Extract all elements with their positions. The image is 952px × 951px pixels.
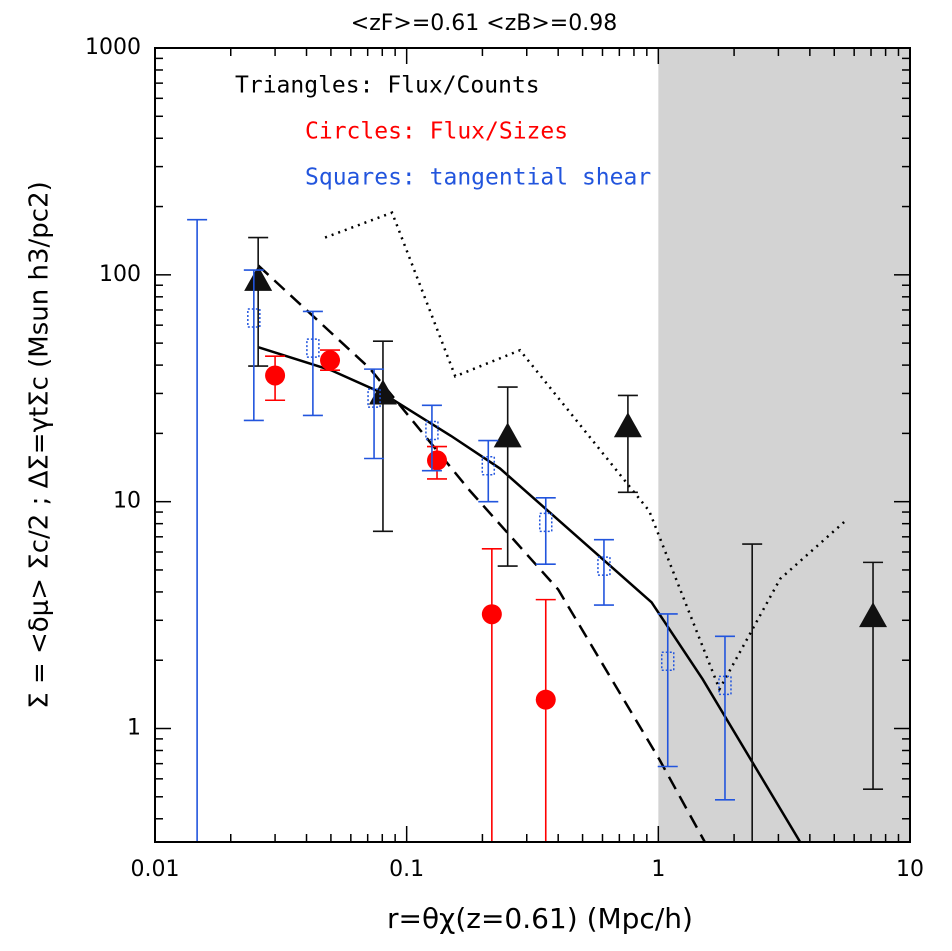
circle-marker [481,604,502,625]
error-bar [617,394,638,494]
error-bar [364,368,385,460]
square-marker [367,388,381,408]
circle-marker [427,450,448,471]
error-bar [302,310,323,417]
error-bar [481,547,502,842]
x-tick-label: 10 [896,857,924,882]
error-bar [497,386,518,567]
error-bar [535,598,556,842]
square-marker [306,338,320,358]
x-tick-label: 0.01 [131,857,180,882]
circle-marker [265,365,286,386]
error-bar [742,543,763,842]
curve-solid [257,345,802,842]
square-marker [718,675,732,696]
chart-title: <zF>=0.61 <zB>=0.98 [351,11,617,36]
y-tick-label: 100 [99,262,141,287]
circle-marker [535,689,556,710]
error-bar [421,404,442,472]
error-bar [248,236,269,367]
triangle-marker [493,422,522,448]
triangle-marker [859,602,888,628]
error-bar [593,538,614,606]
square-marker [597,556,611,576]
square-marker [247,308,261,328]
legend-entry: Triangles: Flux/Counts [235,73,540,99]
legend-entry: Circles: Flux/Sizes [305,119,568,145]
x-axis-label: r=θχ(z=0.61) (Mpc/h) [387,902,693,935]
y-axis-label: Σ = <δμ> Σc/2 ; ΔΣ=γtΣc (Msun h3/pc2) [25,181,55,709]
x-tick-label: 0.1 [389,857,424,882]
square-marker [425,420,439,441]
y-tick-label: 1 [127,716,141,741]
plot-area [187,211,888,842]
error-bar [657,613,678,768]
error-bar [243,269,264,422]
error-bar [863,561,884,791]
curve-dotted [324,211,846,693]
plot-frame [154,47,911,843]
error-bar [478,439,499,503]
square-marker [481,456,496,476]
legend-entry: Squares: tangential shear [305,165,651,191]
square-marker [661,651,675,671]
error-bar [187,218,208,842]
triangle-marker [613,412,642,438]
x-tick-label: 1 [651,857,665,882]
triangle-marker [244,265,273,291]
y-tick-label: 1000 [85,35,141,60]
error-bar [714,635,735,801]
shaded-region [658,48,910,842]
error-bar [372,340,393,533]
y-tick-label: 10 [113,489,141,514]
circle-marker [320,350,341,371]
triangle-marker [368,379,397,405]
square-marker [539,512,553,533]
curve-dashed [257,264,706,842]
